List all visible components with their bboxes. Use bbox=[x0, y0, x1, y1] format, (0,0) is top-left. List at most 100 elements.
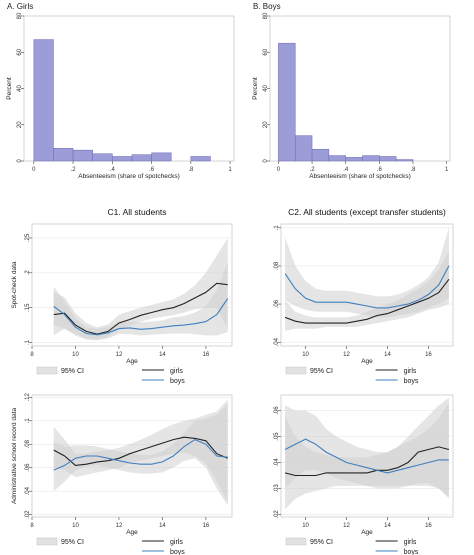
c2-admin-ytick-label: .06 bbox=[274, 406, 280, 415]
c1-admin-legend-ci-label: 95% CI bbox=[61, 539, 84, 546]
c1-spot-xtick-label: 8 bbox=[30, 352, 34, 358]
girls-hist-xtick-label: .4 bbox=[110, 167, 116, 173]
girls-hist-bar bbox=[53, 148, 74, 162]
c1-admin-xtick-label: 12 bbox=[116, 523, 123, 529]
boys-hist-x-axis-label: Absenteeism (share of spotchecks) bbox=[309, 173, 411, 180]
c2-spot-xtick-label: 10 bbox=[302, 352, 309, 358]
c1-admin-ytick-label: .06 bbox=[25, 463, 31, 472]
boys-hist-y-axis-label: Percent bbox=[252, 77, 259, 100]
girls-hist-plot-frame bbox=[23, 15, 235, 162]
c1-admin-ytick-label: .12 bbox=[25, 393, 31, 402]
c2-spot-panel-title: C2. All students (except transfer studen… bbox=[288, 207, 446, 217]
girls-hist-panel-label: A. Girls bbox=[7, 2, 33, 11]
c2-admin-legend-boys-label: boys bbox=[404, 549, 419, 555]
girls-hist-x-axis-label: Absenteeism (share of spotchecks) bbox=[78, 173, 180, 180]
girls-hist-bar bbox=[92, 153, 113, 162]
c1-admin-ytick-label: .08 bbox=[25, 439, 31, 448]
girls-hist-ytick-label: 60 bbox=[17, 48, 23, 55]
girls-hist-ytick-label: 20 bbox=[17, 121, 23, 128]
boys-hist-bar bbox=[395, 159, 414, 162]
c2-admin-ytick-label: .04 bbox=[274, 458, 280, 467]
c1-spot-legend-boys-label: boys bbox=[170, 378, 185, 385]
c2-admin-xtick-label: 16 bbox=[425, 523, 432, 529]
boys-hist-ytick-label: 60 bbox=[263, 48, 269, 55]
girls-hist-bar bbox=[131, 154, 152, 162]
c1-admin-ytick-label: .04 bbox=[25, 486, 31, 495]
boys-hist-bar bbox=[345, 157, 363, 162]
c1-spot-ci-band-boys bbox=[53, 262, 228, 341]
c2-admin-legend-ci-swatch bbox=[285, 537, 307, 546]
c2-admin-legend-girls-label: girls bbox=[404, 539, 417, 546]
girls-hist-xtick-label: .8 bbox=[188, 167, 194, 173]
c1-admin-xtick-label: 8 bbox=[30, 523, 34, 529]
girls-hist-ytick-label: 80 bbox=[17, 12, 23, 19]
c1-spot-panel-title: C1. All students bbox=[107, 207, 166, 217]
c2-spot-xtick-label: 14 bbox=[384, 352, 391, 358]
c2-spot-legend-ci-swatch bbox=[285, 366, 307, 375]
c2-spot-ytick-label: .08 bbox=[274, 261, 280, 270]
boys-hist-panel-label: B. Boys bbox=[253, 2, 281, 11]
c2-admin-series-line-boys bbox=[284, 438, 449, 474]
boys-hist-xtick-label: 1 bbox=[445, 167, 449, 173]
girls-hist-bar bbox=[33, 39, 54, 162]
c2-spot-ytick-label: .04 bbox=[274, 337, 280, 346]
girls-hist-ytick-label: 0 bbox=[17, 159, 23, 163]
c2-spot-legend-girls-label: girls bbox=[404, 368, 417, 375]
boys-hist-xtick-label: .2 bbox=[310, 167, 316, 173]
girls-hist-bar bbox=[190, 156, 211, 162]
boys-hist-bar bbox=[328, 155, 346, 162]
girls-hist-bar bbox=[72, 149, 93, 162]
c2-spot-ytick-label: .1 bbox=[274, 225, 280, 231]
c1-admin-xtick-label: 16 bbox=[203, 523, 210, 529]
c2-admin-legend-ci-label: 95% CI bbox=[310, 539, 333, 546]
c1-admin-ci-band-girls bbox=[53, 399, 228, 503]
c1-admin-series-line-girls bbox=[53, 436, 228, 466]
c2-spot-series-line-girls bbox=[284, 278, 450, 324]
c2-admin-ytick-label: .03 bbox=[274, 484, 280, 493]
boys-hist-xtick-label: .8 bbox=[410, 167, 416, 173]
c1-spot-ci-band-girls bbox=[53, 237, 228, 340]
girls-hist-xtick-label: .6 bbox=[149, 167, 155, 173]
c2-spot-series-line-boys bbox=[284, 265, 450, 309]
c1-spot-x-axis-label: Age bbox=[126, 358, 138, 365]
c1-admin-ytick-label: .1 bbox=[25, 418, 31, 424]
c2-spot-x-axis-label: Age bbox=[361, 358, 373, 365]
c1-spot-series-line-boys bbox=[53, 298, 229, 336]
c1-spot-xtick-label: 12 bbox=[116, 352, 123, 358]
girls-hist-xtick-label: 0 bbox=[32, 167, 36, 173]
c1-spot-xtick-label: 10 bbox=[72, 352, 79, 358]
boys-hist-bar bbox=[311, 148, 330, 162]
c2-admin-series-line-girls bbox=[284, 446, 450, 477]
c1-spot-y-axis-label: Spot-check data bbox=[11, 261, 18, 308]
c2-spot-legend-boys-label: boys bbox=[404, 378, 419, 385]
c1-spot-series-line-girls bbox=[53, 282, 228, 335]
c1-admin-series-line-boys bbox=[53, 438, 228, 471]
boys-hist-bar bbox=[379, 156, 397, 162]
c2-admin-x-axis-label: Age bbox=[361, 529, 373, 536]
c2-admin-ci-band-girls bbox=[285, 397, 449, 510]
c1-admin-legend-boys-label: boys bbox=[170, 549, 185, 555]
c2-admin-xtick-label: 10 bbox=[302, 523, 309, 529]
c1-admin-xtick-label: 10 bbox=[72, 523, 79, 529]
c1-admin-legend-girls-label: girls bbox=[170, 539, 183, 546]
c2-spot-legend-ci-label: 95% CI bbox=[310, 368, 333, 375]
c2-admin-xtick-label: 14 bbox=[384, 523, 391, 529]
c1-spot-xtick-label: 16 bbox=[203, 352, 210, 358]
c1-admin-ytick-label: .02 bbox=[25, 510, 31, 519]
boys-hist-bar bbox=[294, 135, 313, 162]
boys-hist-xtick-label: .6 bbox=[377, 167, 383, 173]
c2-admin-ytick-label: .02 bbox=[274, 510, 280, 519]
boys-hist-xtick-label: .4 bbox=[343, 167, 349, 173]
girls-hist-xtick-label: .2 bbox=[71, 167, 77, 173]
boys-hist-bar bbox=[278, 42, 296, 162]
c1-spot-legend-ci-label: 95% CI bbox=[61, 368, 84, 375]
c1-spot-ytick-label: .2 bbox=[25, 270, 31, 276]
boys-hist-ytick-label: 80 bbox=[263, 12, 269, 19]
c1-spot-ytick-label: .1 bbox=[25, 339, 31, 345]
girls-hist-bar bbox=[112, 156, 133, 162]
c1-admin-x-axis-label: Age bbox=[126, 529, 138, 536]
girls-hist-ytick-label: 40 bbox=[17, 85, 23, 92]
boys-hist-ytick-label: 20 bbox=[263, 121, 269, 128]
c1-spot-legend-girls-label: girls bbox=[170, 368, 183, 375]
